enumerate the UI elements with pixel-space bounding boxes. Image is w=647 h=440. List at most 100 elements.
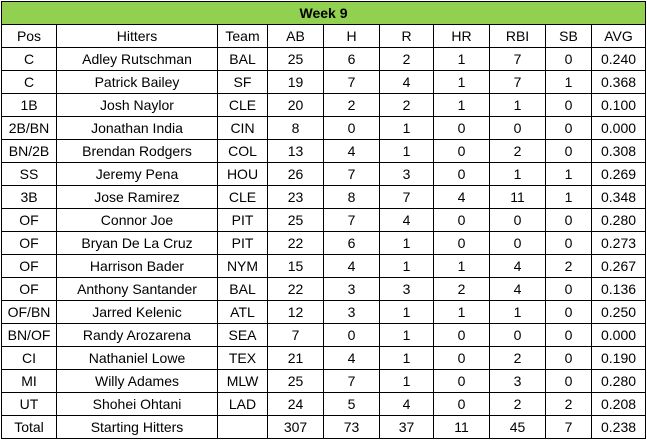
avg-cell[interactable]: 0.267 bbox=[590, 254, 647, 278]
ab-cell[interactable]: 20 bbox=[267, 93, 324, 117]
pos-cell[interactable]: C bbox=[1, 47, 57, 71]
pos-cell[interactable]: UT bbox=[1, 392, 57, 416]
ab-cell[interactable]: 24 bbox=[267, 392, 324, 416]
team-cell[interactable]: COL bbox=[217, 139, 268, 163]
team-cell[interactable]: CIN bbox=[217, 116, 268, 140]
hr-cell[interactable]: 1 bbox=[433, 93, 490, 117]
rbi-cell[interactable]: 3 bbox=[489, 369, 546, 393]
ab-cell[interactable]: 12 bbox=[267, 300, 324, 324]
hr-cell[interactable]: 2 bbox=[433, 277, 490, 301]
h-cell[interactable]: 3 bbox=[323, 277, 380, 301]
r-cell[interactable]: 1 bbox=[379, 346, 434, 370]
header-h[interactable]: H bbox=[323, 24, 380, 48]
hitter-cell[interactable]: Willy Adames bbox=[56, 369, 218, 393]
ab-cell[interactable]: 26 bbox=[267, 162, 324, 186]
hr-cell[interactable]: 0 bbox=[433, 162, 490, 186]
avg-cell[interactable]: 0.000 bbox=[590, 116, 647, 140]
ab-cell[interactable]: 13 bbox=[267, 139, 324, 163]
hitter-cell[interactable]: Jose Ramirez bbox=[56, 185, 218, 209]
pos-cell[interactable]: BN/2B bbox=[1, 139, 57, 163]
h-cell[interactable]: 5 bbox=[323, 392, 380, 416]
header-sb[interactable]: SB bbox=[545, 24, 592, 48]
h-cell[interactable]: 3 bbox=[323, 300, 380, 324]
header-hitter[interactable]: Hitters bbox=[56, 24, 218, 48]
sb-cell[interactable]: 0 bbox=[545, 323, 592, 347]
pos-cell[interactable]: 1B bbox=[1, 93, 57, 117]
sb-cell[interactable]: 0 bbox=[545, 116, 592, 140]
pos-cell[interactable]: OF/BN bbox=[1, 300, 57, 324]
r-cell[interactable]: 1 bbox=[379, 300, 434, 324]
h-cell[interactable]: 0 bbox=[323, 116, 380, 140]
hitter-cell[interactable]: Bryan De La Cruz bbox=[56, 231, 218, 255]
rbi-cell[interactable]: 11 bbox=[489, 185, 546, 209]
r-cell[interactable]: 4 bbox=[379, 70, 434, 94]
sb-cell[interactable]: 0 bbox=[545, 369, 592, 393]
hitter-cell[interactable]: Jeremy Pena bbox=[56, 162, 218, 186]
ab-cell[interactable]: 25 bbox=[267, 208, 324, 232]
hitter-cell[interactable]: Jarred Kelenic bbox=[56, 300, 218, 324]
sb-cell[interactable]: 7 bbox=[545, 415, 592, 439]
ab-cell[interactable]: 22 bbox=[267, 231, 324, 255]
header-ab[interactable]: AB bbox=[267, 24, 324, 48]
sb-cell[interactable]: 1 bbox=[545, 185, 592, 209]
pos-cell[interactable]: 2B/BN bbox=[1, 116, 57, 140]
avg-cell[interactable]: 0.348 bbox=[590, 185, 647, 209]
avg-cell[interactable]: 0.269 bbox=[590, 162, 647, 186]
sb-cell[interactable]: 0 bbox=[545, 277, 592, 301]
ab-cell[interactable]: 22 bbox=[267, 277, 324, 301]
hr-cell[interactable]: 1 bbox=[433, 47, 490, 71]
team-cell[interactable]: BAL bbox=[217, 47, 268, 71]
team-cell[interactable]: ATL bbox=[217, 300, 268, 324]
sb-cell[interactable]: 0 bbox=[545, 93, 592, 117]
sb-cell[interactable]: 1 bbox=[545, 70, 592, 94]
avg-cell[interactable]: 0.280 bbox=[590, 208, 647, 232]
rbi-cell[interactable]: 4 bbox=[489, 254, 546, 278]
pos-cell[interactable]: OF bbox=[1, 231, 57, 255]
pos-cell[interactable]: Total bbox=[1, 415, 57, 439]
rbi-cell[interactable]: 4 bbox=[489, 277, 546, 301]
avg-cell[interactable]: 0.190 bbox=[590, 346, 647, 370]
team-cell[interactable]: CLE bbox=[217, 93, 268, 117]
avg-cell[interactable]: 0.208 bbox=[590, 392, 647, 416]
pos-cell[interactable]: OF bbox=[1, 254, 57, 278]
pos-cell[interactable]: CI bbox=[1, 346, 57, 370]
hr-cell[interactable]: 0 bbox=[433, 346, 490, 370]
hr-cell[interactable]: 0 bbox=[433, 139, 490, 163]
hitter-cell[interactable]: Connor Joe bbox=[56, 208, 218, 232]
pos-cell[interactable]: MI bbox=[1, 369, 57, 393]
avg-cell[interactable]: 0.273 bbox=[590, 231, 647, 255]
hitter-cell[interactable]: Anthony Santander bbox=[56, 277, 218, 301]
pos-cell[interactable]: C bbox=[1, 70, 57, 94]
r-cell[interactable]: 1 bbox=[379, 139, 434, 163]
header-r[interactable]: R bbox=[379, 24, 434, 48]
rbi-cell[interactable]: 1 bbox=[489, 162, 546, 186]
r-cell[interactable]: 37 bbox=[379, 415, 434, 439]
team-cell[interactable]: MLW bbox=[217, 369, 268, 393]
hr-cell[interactable]: 1 bbox=[433, 254, 490, 278]
h-cell[interactable]: 6 bbox=[323, 47, 380, 71]
r-cell[interactable]: 3 bbox=[379, 162, 434, 186]
avg-cell[interactable]: 0.100 bbox=[590, 93, 647, 117]
hitter-cell[interactable]: Nathaniel Lowe bbox=[56, 346, 218, 370]
team-cell[interactable]: PIT bbox=[217, 231, 268, 255]
team-cell[interactable]: CLE bbox=[217, 185, 268, 209]
rbi-cell[interactable]: 7 bbox=[489, 47, 546, 71]
avg-cell[interactable]: 0.240 bbox=[590, 47, 647, 71]
rbi-cell[interactable]: 1 bbox=[489, 300, 546, 324]
h-cell[interactable]: 8 bbox=[323, 185, 380, 209]
hr-cell[interactable]: 0 bbox=[433, 323, 490, 347]
avg-cell[interactable]: 0.136 bbox=[590, 277, 647, 301]
hitter-cell[interactable]: Adley Rutschman bbox=[56, 47, 218, 71]
h-cell[interactable]: 7 bbox=[323, 208, 380, 232]
hr-cell[interactable]: 1 bbox=[433, 300, 490, 324]
avg-cell[interactable]: 0.308 bbox=[590, 139, 647, 163]
avg-cell[interactable]: 0.250 bbox=[590, 300, 647, 324]
hr-cell[interactable]: 0 bbox=[433, 116, 490, 140]
h-cell[interactable]: 2 bbox=[323, 93, 380, 117]
h-cell[interactable]: 0 bbox=[323, 323, 380, 347]
r-cell[interactable]: 4 bbox=[379, 392, 434, 416]
pos-cell[interactable]: 3B bbox=[1, 185, 57, 209]
ab-cell[interactable]: 25 bbox=[267, 47, 324, 71]
sb-cell[interactable]: 0 bbox=[545, 47, 592, 71]
ab-cell[interactable]: 25 bbox=[267, 369, 324, 393]
